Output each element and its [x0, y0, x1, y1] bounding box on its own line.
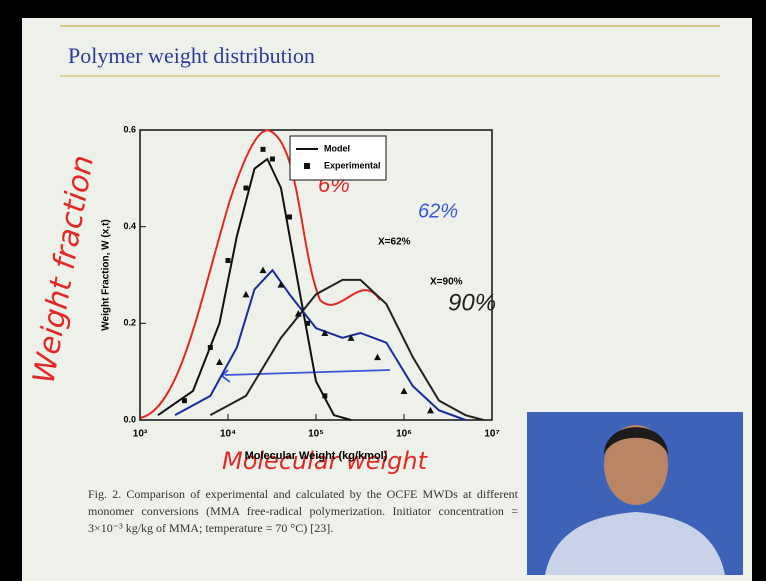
- x-axis-label: Molecular Weight (kg/kmol): [245, 450, 388, 462]
- curve-label: X=90%: [430, 277, 463, 288]
- legend-label: Model: [324, 143, 350, 153]
- caption: Fig. 2. Comparison of experimental and c…: [88, 486, 518, 537]
- exp-point: [243, 186, 248, 191]
- page: Polymer weight distribution Weight fract…: [0, 0, 766, 581]
- y-axis-label: Weight Fraction, W (x,t): [101, 219, 112, 330]
- y-tick-label: 0.4: [123, 221, 136, 231]
- exp-point: [305, 321, 310, 326]
- exp-point: [322, 393, 327, 398]
- exp-point: [208, 345, 213, 350]
- ink-note: 90%: [448, 289, 496, 316]
- legend-label: Experimental: [324, 160, 381, 170]
- ink-note: 62%: [418, 200, 458, 222]
- y-tick-label: 0.6: [123, 124, 136, 134]
- exp-point: [182, 398, 187, 403]
- x-tick-label: 10⁵: [308, 429, 324, 440]
- exp-point: [270, 157, 275, 162]
- y-tick-label: 0.2: [123, 318, 136, 328]
- x-tick-label: 10⁷: [484, 429, 499, 440]
- x-tick-label: 10⁶: [396, 429, 412, 440]
- y-tick-label: 0.0: [123, 414, 136, 424]
- slide-title: Polymer weight distribution: [68, 43, 315, 68]
- exp-point: [261, 147, 266, 152]
- x-tick-label: 10³: [133, 429, 148, 440]
- exp-point: [226, 258, 231, 263]
- x-tick-label: 10⁴: [220, 429, 236, 440]
- legend-swatch: [304, 163, 310, 169]
- exp-point: [287, 215, 292, 220]
- webcam: [527, 412, 743, 575]
- curve-label: X=62%: [378, 237, 411, 248]
